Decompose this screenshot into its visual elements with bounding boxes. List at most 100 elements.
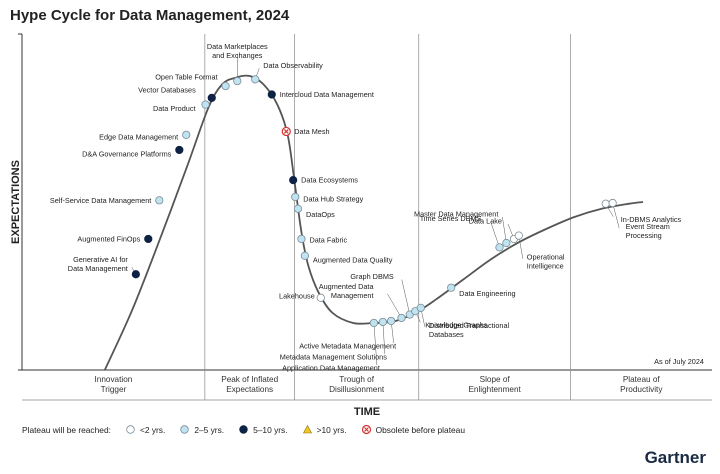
marker-five_to_ten — [289, 176, 298, 185]
technology-point: Master Data Management — [414, 209, 511, 248]
legend-item: 5–10 yrs. — [238, 424, 288, 435]
technology-point: D&A Governance Platforms — [82, 145, 184, 158]
legend-label: 5–10 yrs. — [253, 424, 288, 435]
leader-line — [401, 279, 411, 315]
technology-point: Lakehouse — [279, 291, 325, 302]
phase-label: Innovation — [95, 375, 133, 384]
technology-point: Augmented FinOps — [77, 234, 153, 243]
legend-symbol-icon — [126, 425, 135, 434]
legend-item: Obsolete before plateau — [361, 424, 465, 435]
legend-symbol-icon — [302, 424, 312, 434]
technology-label: Intelligence — [527, 262, 564, 271]
marker-five_to_ten — [175, 145, 184, 155]
technology-label: Lakehouse — [279, 291, 315, 300]
technology-point: Data Ecosystems — [289, 176, 358, 185]
phase-label: Expectations — [226, 385, 273, 394]
marker-five_to_ten — [207, 93, 216, 102]
technology-point: Data Product — [153, 100, 210, 113]
technology-label: Augmented FinOps — [77, 234, 140, 243]
marker-two_to_five — [201, 100, 210, 109]
technology-label: Edge Data Management — [99, 132, 178, 141]
legend-label: 2–5 yrs. — [194, 424, 225, 435]
technology-point: Open Table Format — [155, 73, 230, 91]
legend-item: >10 yrs. — [302, 424, 347, 435]
phase-label: Trough of — [339, 375, 374, 384]
technology-label: and Exchanges — [212, 51, 263, 60]
leader-line — [387, 293, 402, 319]
technology-label: Data Management — [68, 264, 128, 273]
technology-label: Databases — [429, 330, 464, 339]
technology-label: Data Product — [153, 104, 196, 113]
technology-label: Distributed Transactional — [429, 321, 510, 330]
leader-line — [490, 221, 500, 248]
phase-label: Slope of — [480, 375, 511, 384]
technology-point: Intercloud Data Management — [267, 90, 374, 99]
marker-under2 — [608, 198, 617, 208]
technology-label: Operational — [527, 253, 565, 262]
legend-label: <2 yrs. — [139, 424, 166, 435]
technology-point: Data Engineering — [447, 283, 516, 298]
technology-label: Event Stream — [626, 222, 670, 231]
technology-label: Augmented Data Quality — [313, 255, 393, 264]
as-of-note: As of July 2024 — [654, 357, 704, 366]
technology-label: Self-Service Data Management — [50, 196, 151, 205]
technology-label: Vector Databases — [138, 85, 196, 94]
leader-line — [382, 321, 386, 354]
technology-label: Data Fabric — [309, 235, 347, 244]
marker-five_to_ten — [267, 90, 276, 99]
y-axis-title: EXPECTATIONS — [10, 160, 22, 244]
legend-symbol-icon — [361, 424, 371, 435]
marker-under2 — [601, 199, 610, 208]
marker-two_to_five — [251, 75, 260, 84]
technology-point: Active Metadata Management — [299, 316, 396, 350]
phase-label: Productivity — [620, 385, 663, 394]
technology-label: Active Metadata Management — [299, 341, 396, 350]
technology-label: Augmented Data — [319, 282, 375, 291]
technology-label: Data Observability — [263, 61, 323, 70]
technology-point: Vector Databases — [138, 85, 216, 102]
marker-obsolete-cross — [283, 129, 289, 134]
technology-label: Data Marketplaces — [207, 42, 268, 51]
marker-two_to_five — [387, 316, 396, 326]
technology-point: Data Fabric — [297, 234, 348, 244]
marker-two_to_five — [233, 76, 242, 86]
marker-two_to_five — [447, 283, 456, 292]
leader-line — [612, 202, 620, 229]
legend-symbol-icon — [180, 425, 190, 434]
chart-title: Hype Cycle for Data Management, 2024 — [10, 7, 290, 24]
technology-label: Management — [331, 291, 374, 300]
technology-label: DataOps — [306, 210, 335, 219]
technology-point: Data Mesh — [281, 126, 330, 137]
leader-line — [373, 322, 378, 365]
marker-two_to_five — [300, 251, 309, 260]
marker-five_to_ten — [131, 270, 140, 279]
technology-label: D&A Governance Platforms — [82, 149, 172, 158]
technology-label: Generative AI for — [73, 255, 128, 264]
technology-label: Master Data Management — [414, 209, 498, 218]
technology-point: Time Series DBMS — [420, 214, 504, 252]
technology-point: Application Data Management — [282, 318, 380, 372]
technology-label: Knowledge Graphs — [425, 321, 487, 330]
marker-two_to_five — [502, 238, 511, 248]
technology-label: Open Table Format — [155, 73, 217, 82]
leader-line — [502, 216, 507, 244]
technology-label: Application Data Management — [282, 363, 380, 372]
marker-two_to_five — [416, 303, 425, 312]
technology-label: Processing — [626, 231, 662, 240]
legend-item: <2 yrs. — [125, 424, 165, 435]
technology-label: Data Hub Strategy — [303, 194, 363, 203]
technology-label: Time Series DBMS — [420, 214, 482, 223]
marker-two_to_five — [221, 81, 230, 91]
phase-label: Peak of Inflated — [221, 375, 278, 384]
legend-label: >10 yrs. — [316, 424, 347, 435]
technology-label: Data Mesh — [294, 127, 329, 136]
technology-point: Data Observability — [251, 61, 323, 84]
technology-label: Data Ecosystems — [301, 176, 358, 185]
phase-label: Enlightenment — [468, 385, 521, 394]
marker-two_to_five — [369, 318, 378, 328]
